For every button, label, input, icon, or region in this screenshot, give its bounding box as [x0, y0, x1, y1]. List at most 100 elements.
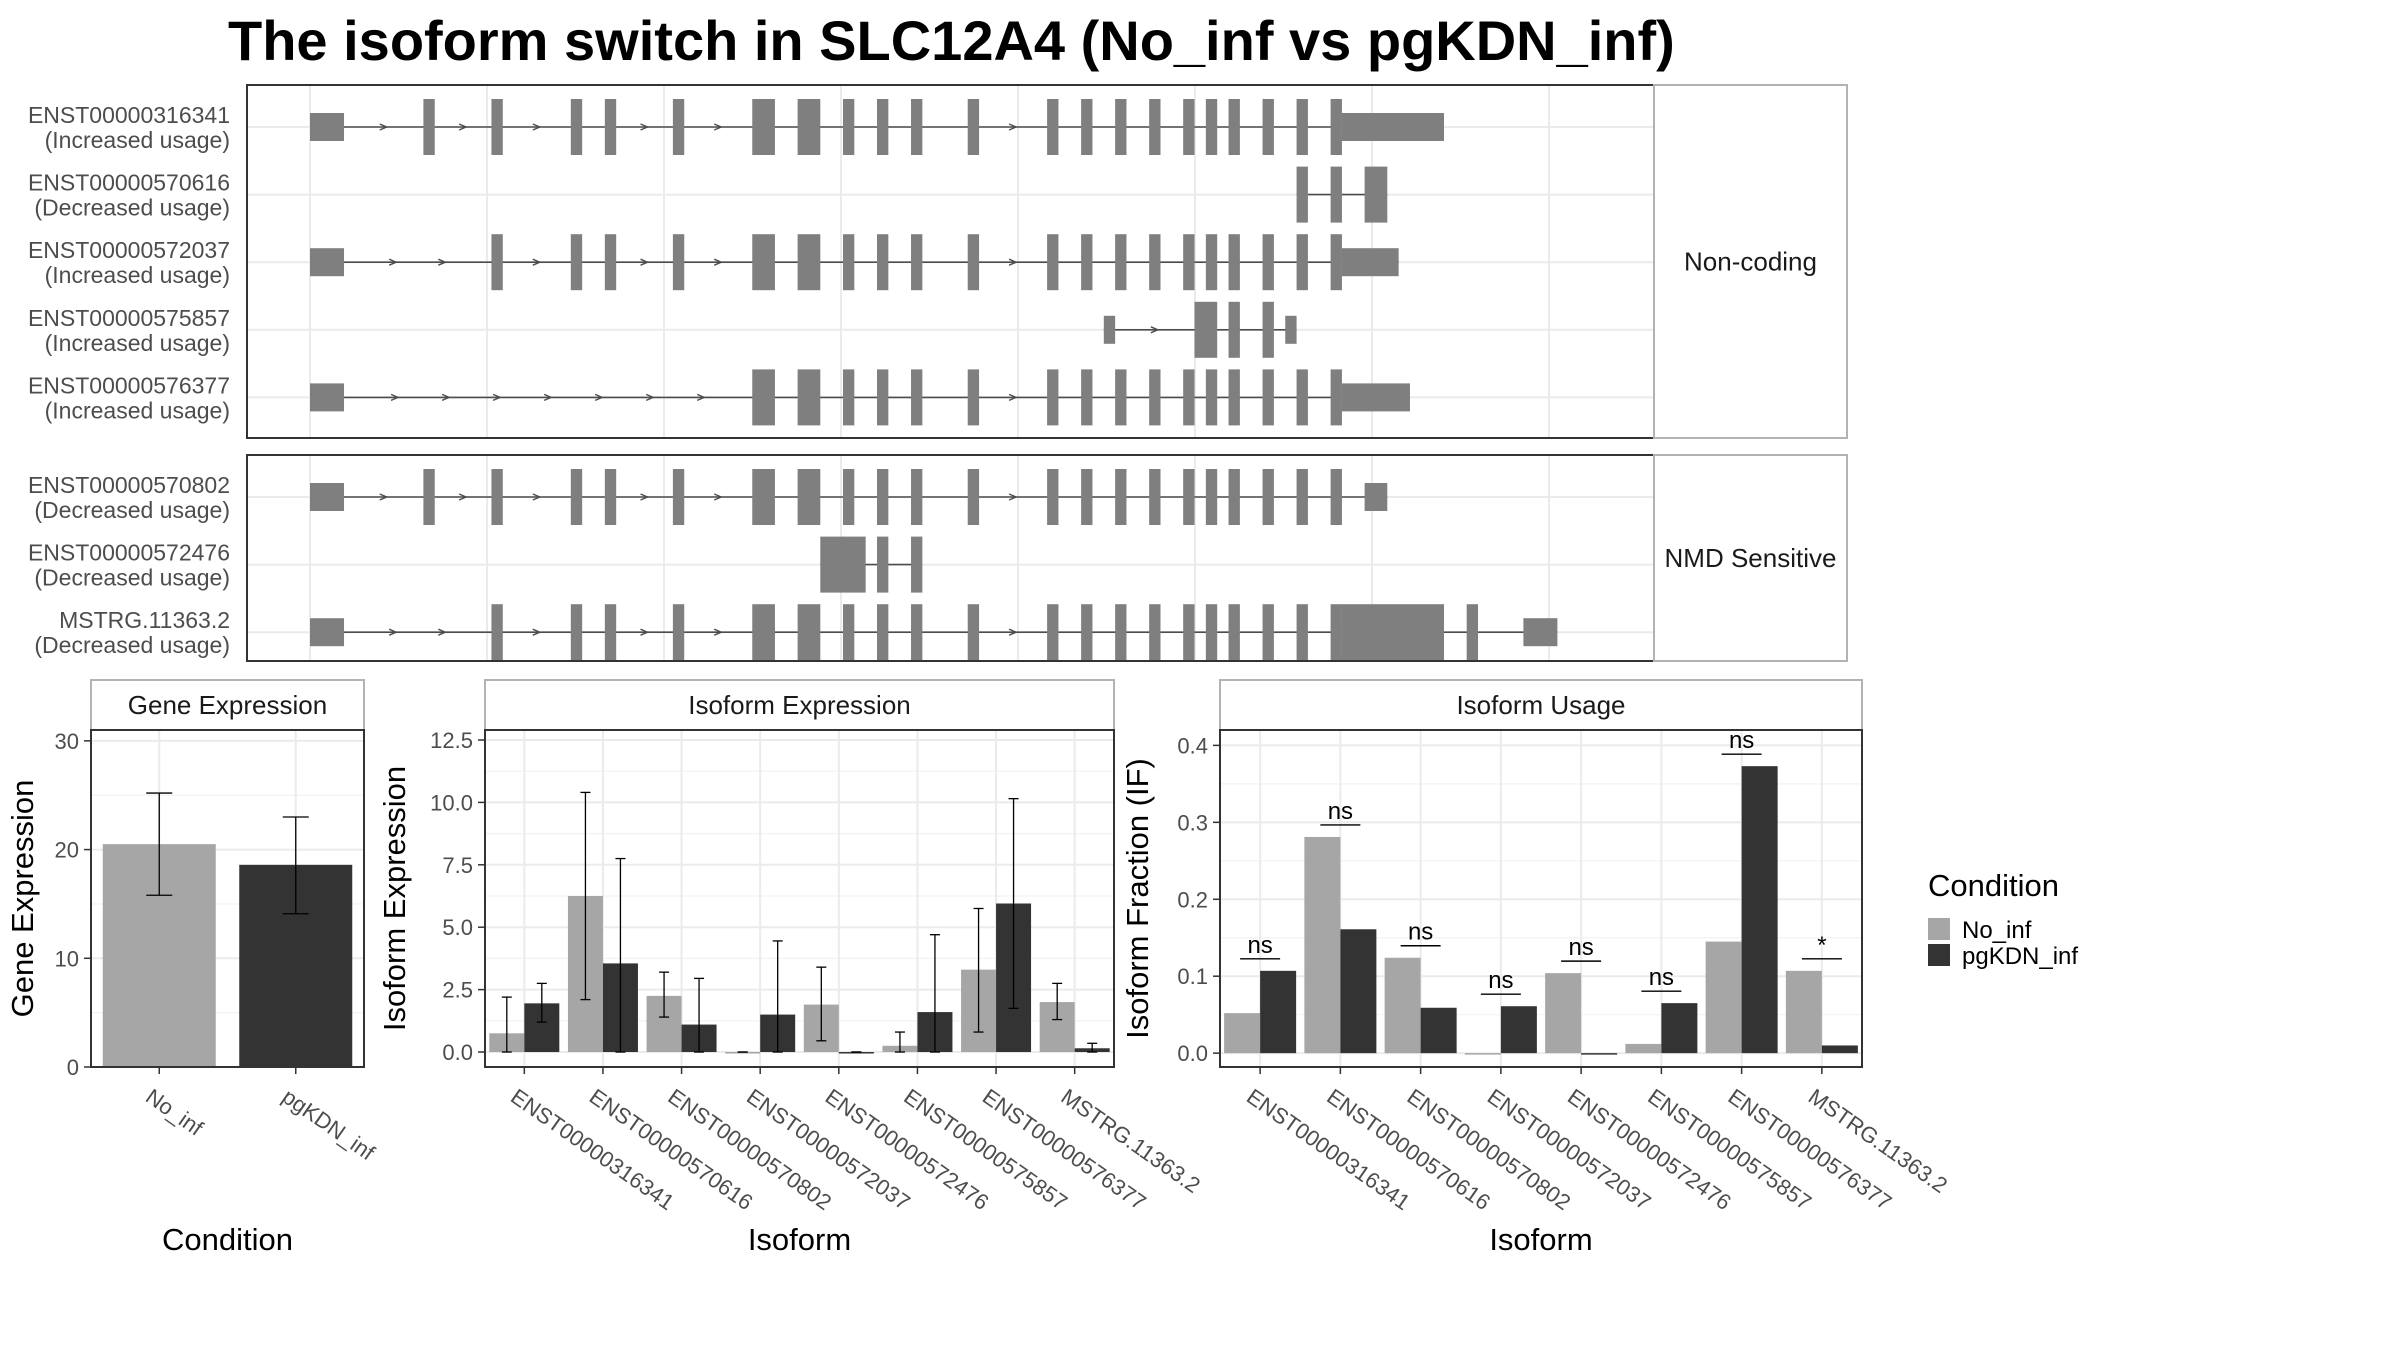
exon-block — [1330, 166, 1342, 223]
intron-arrow — [640, 628, 650, 636]
isoform-status-enst00000570616: (Decreased usage) — [34, 195, 230, 221]
significance-label: ns — [1328, 798, 1353, 825]
y-tick-label: 5.0 — [442, 915, 473, 940]
exon-block — [797, 234, 821, 291]
intron-arrow — [388, 258, 398, 266]
exon-block — [1115, 469, 1127, 525]
x-tick-label-no-inf: No_inf — [141, 1084, 208, 1141]
exon-block — [1149, 469, 1161, 525]
significance-label: ns — [1729, 727, 1754, 754]
gene-expression-panel: Gene Expression 0 10 20 30 No_inf pgKDN_inf Con… — [5, 679, 380, 1257]
exon-block — [1081, 369, 1093, 426]
isoform-label-enst00000570802: ENST00000570802 — [28, 472, 230, 498]
exon-block — [911, 469, 923, 525]
exon-block — [1364, 166, 1388, 223]
intron-arrow — [1150, 326, 1160, 334]
exon-block — [1228, 604, 1240, 661]
exon-block — [1081, 234, 1093, 291]
exon-block — [1149, 604, 1161, 661]
exon-block — [842, 369, 855, 426]
intron-arrow — [640, 258, 650, 266]
exon-block — [1047, 99, 1059, 155]
legend-swatch-no-inf — [1928, 918, 1950, 940]
y-tick-label: 0.3 — [1177, 810, 1208, 835]
exon-block — [1296, 369, 1308, 426]
intron-arrow — [390, 393, 400, 402]
intron-arrow — [645, 393, 655, 402]
exon-block — [911, 369, 923, 426]
exon-block — [570, 469, 583, 525]
isoform-usage-panel: Isoform Usage ns ns ns ns ns ns ns * 0.0 0.1 0.2 0.3… — [1120, 679, 1952, 1257]
exon-block — [1341, 383, 1410, 412]
isoform-status-enst00000570802: (Decreased usage) — [34, 497, 230, 523]
intron-arrow — [379, 123, 389, 131]
intron-arrow — [532, 123, 542, 131]
intron-arrow — [441, 393, 451, 402]
y-tick-label: 0 — [67, 1055, 79, 1080]
exon-block — [1262, 369, 1274, 426]
transcript-structure-panel: ENST00000316341(Increased usage)ENST0000… — [28, 84, 1848, 662]
y-axis-title: Isoform Fraction (IF) — [1120, 758, 1155, 1039]
legend-title: Condition — [1928, 868, 2059, 903]
bar-no-inf-enst00000572037 — [725, 1052, 761, 1054]
significance-label: ns — [1649, 964, 1674, 991]
bar-pgkdn-inf-mstrg-11363-2 — [1821, 1045, 1858, 1054]
exon-block — [1285, 315, 1297, 344]
exon-block — [1330, 469, 1342, 525]
exon-block — [877, 604, 889, 661]
exon-block — [1228, 301, 1240, 358]
exon-block — [1047, 369, 1059, 426]
exon-block — [310, 248, 345, 277]
exon-block — [1183, 604, 1195, 661]
panel-title: Isoform Usage — [1456, 690, 1625, 720]
exon-block — [820, 536, 866, 593]
significance-label: ns — [1408, 919, 1433, 946]
isoform-label-enst00000576377: ENST00000576377 — [28, 372, 230, 398]
intron-arrow — [1008, 493, 1018, 501]
isoform-label-enst00000572476: ENST00000572476 — [28, 540, 230, 566]
y-tick-label: 30 — [55, 729, 79, 754]
exon-block — [672, 99, 685, 155]
bar-no-inf-enst00000572037 — [1464, 1053, 1501, 1055]
exon-block — [1081, 99, 1093, 155]
exon-block — [604, 604, 617, 661]
exon-block — [1047, 469, 1059, 525]
x-axis-title: Condition — [162, 1222, 293, 1257]
intron-arrow — [1008, 628, 1018, 636]
exon-block — [570, 234, 583, 291]
panel-border — [90, 729, 365, 1068]
exon-block — [752, 604, 775, 661]
intron-arrow — [379, 493, 389, 501]
exon-block — [1341, 604, 1444, 661]
exon-block — [1330, 604, 1342, 661]
significance-label: ns — [1568, 934, 1593, 961]
exon-block — [1081, 604, 1093, 661]
exon-block — [491, 234, 503, 291]
figure-title: The isoform switch in SLC12A4 (No_inf vs… — [228, 9, 1675, 72]
intron-arrow — [713, 123, 724, 131]
group-label-non-coding: Non-coding — [1684, 247, 1817, 277]
exon-block — [1330, 99, 1342, 155]
isoform-status-enst00000575857: (Increased usage) — [45, 330, 230, 356]
exon-block — [570, 99, 583, 155]
exon-block — [877, 234, 889, 291]
y-tick-label: 0.0 — [1177, 1041, 1208, 1066]
bar-pgkdn-inf-enst00000570802 — [1420, 1007, 1457, 1054]
exon-block — [1183, 234, 1195, 291]
bar-no-inf-enst00000570802 — [1384, 957, 1421, 1054]
intron-arrow — [458, 493, 468, 501]
exon-block — [1115, 99, 1127, 155]
intron-arrow — [532, 628, 542, 636]
bar-pgkdn-inf-enst00000572037 — [1500, 1006, 1537, 1054]
isoform-status-enst00000572037: (Increased usage) — [45, 262, 230, 288]
bar-no-inf-enst00000316341 — [1224, 1013, 1261, 1054]
y-tick-label: 10.0 — [430, 790, 473, 815]
intron-arrow — [438, 258, 448, 266]
exon-block — [1228, 234, 1240, 291]
y-tick-label: 12.5 — [430, 728, 473, 753]
exon-block — [491, 469, 503, 525]
legend-swatch-pgkdn-inf — [1928, 944, 1950, 966]
legend-label-pgkdn-inf: pgKDN_inf — [1962, 943, 2078, 970]
exon-block — [842, 604, 855, 661]
y-tick-label: 0.4 — [1177, 733, 1208, 758]
